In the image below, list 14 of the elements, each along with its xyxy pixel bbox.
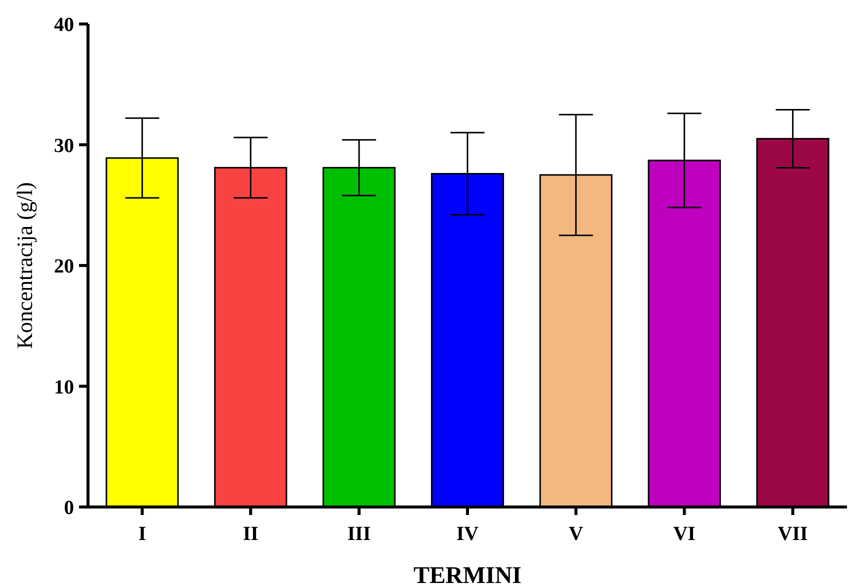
y-tick-label: 20: [54, 256, 74, 278]
x-tick-label: VI: [673, 523, 696, 545]
x-tick-label: V: [568, 523, 584, 545]
y-tick-label: 0: [64, 497, 74, 519]
x-tick-label: IV: [456, 523, 480, 545]
x-tick-label: III: [347, 523, 371, 545]
y-tick-label: 30: [54, 134, 74, 157]
x-tick-label: I: [138, 523, 146, 545]
y-tick-label: 10: [54, 376, 74, 398]
y-axis-title: Koncentracija (g/l): [12, 182, 37, 349]
x-tick-label: II: [242, 523, 259, 545]
y-tick-label: 40: [54, 14, 74, 36]
x-axis-title: TERMINI: [413, 563, 522, 587]
x-tick-label: VII: [778, 523, 808, 545]
